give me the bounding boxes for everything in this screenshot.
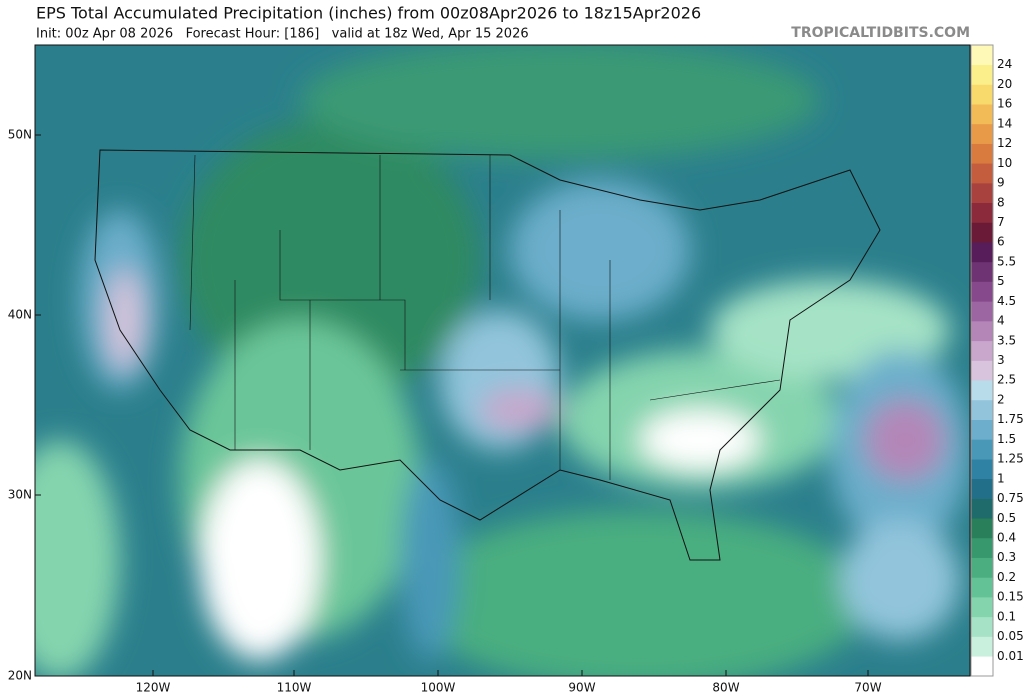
colorbar-swatch [971,104,993,125]
lon-label: 70W [854,681,881,695]
colorbar-label: 4.5 [997,294,1016,308]
colorbar-label: 0.3 [997,550,1016,564]
colorbar-swatch [971,183,993,204]
colorbar-label: 16 [997,97,1012,111]
precip-map [35,45,970,676]
colorbar-swatch [971,163,993,184]
colorbar-swatch [971,419,993,440]
colorbar-swatch [971,597,993,618]
colorbar-swatch [971,459,993,480]
colorbar-swatch [971,439,993,460]
colorbar-label: 0.1 [997,609,1016,623]
subtitle: Init: 00z Apr 08 2026 Forecast Hour: [18… [36,27,529,42]
lon-label: 120W [136,681,171,695]
colorbar: 0.01 0.05 0.1 0.15 0.2 0.3 0.4 0.5 0.75 1 1.25 1.5 1… [970,44,1024,677]
colorbar-swatch [971,577,993,598]
lon-label: 90W [568,681,595,695]
colorbar-label: 14 [997,116,1012,130]
colorbar-swatch [971,301,993,322]
colorbar-swatch [971,616,993,637]
colorbar-label: 24 [997,57,1012,71]
colorbar-swatch [971,143,993,164]
title: EPS Total Accumulated Precipitation (inc… [36,4,701,23]
colorbar-swatch [971,518,993,539]
colorbar-label: 12 [997,136,1012,150]
colorbar-swatch [971,281,993,302]
lat-label: 30N [8,488,32,502]
colorbar-swatch [971,537,993,558]
watermark: TROPICALTIDBITS.COM [791,25,970,41]
lon-label: 110W [277,681,312,695]
colorbar-label: 20 [997,77,1012,91]
colorbar-label: 2.5 [997,373,1016,387]
colorbar-label: 0.4 [997,530,1016,544]
colorbar-swatch [971,321,993,342]
colorbar-frame [970,44,994,677]
colorbar-swatch [971,656,993,677]
colorbar-label: 9 [997,176,1005,190]
colorbar-swatch [971,242,993,263]
colorbar-swatch [971,399,993,420]
colorbar-label: 3.5 [997,333,1016,347]
colorbar-swatch [971,202,993,223]
country-outline [94,149,881,561]
colorbar-label: 5.5 [997,254,1016,268]
colorbar-swatch [971,45,993,66]
lat-label: 50N [8,128,32,142]
colorbar-label: 4 [997,314,1005,328]
colorbar-label: 1.75 [997,412,1024,426]
colorbar-label: 0.75 [997,491,1024,505]
colorbar-swatch [971,478,993,499]
colorbar-label: 5 [997,274,1005,288]
state-lines [189,154,781,480]
colorbar-swatch [971,84,993,105]
colorbar-label: 0.05 [997,629,1024,643]
colorbar-swatch [971,340,993,361]
map-frame [34,44,971,677]
lon-label: 100W [421,681,456,695]
colorbar-swatch [971,123,993,144]
colorbar-swatch [971,498,993,519]
colorbar-label: 1 [997,471,1005,485]
colorbar-swatch [971,261,993,282]
colorbar-label: 2 [997,392,1005,406]
colorbar-swatch [971,557,993,578]
colorbar-swatch [971,64,993,85]
lat-label: 20N [8,669,32,683]
colorbar-label: 0.15 [997,590,1024,604]
lon-label: 80W [712,681,739,695]
colorbar-swatch [971,636,993,657]
lat-label: 40N [8,308,32,322]
colorbar-label: 8 [997,195,1005,209]
colorbar-label: 0.01 [997,649,1024,663]
colorbar-swatch [971,222,993,243]
colorbar-label: 0.5 [997,511,1016,525]
colorbar-swatch [971,380,993,401]
colorbar-label: 1.5 [997,432,1016,446]
colorbar-label: 6 [997,235,1005,249]
colorbar-swatch [971,360,993,381]
colorbar-label: 1.25 [997,452,1024,466]
colorbar-label: 10 [997,156,1012,170]
colorbar-label: 3 [997,353,1005,367]
colorbar-label: 0.2 [997,570,1016,584]
colorbar-label: 7 [997,215,1005,229]
